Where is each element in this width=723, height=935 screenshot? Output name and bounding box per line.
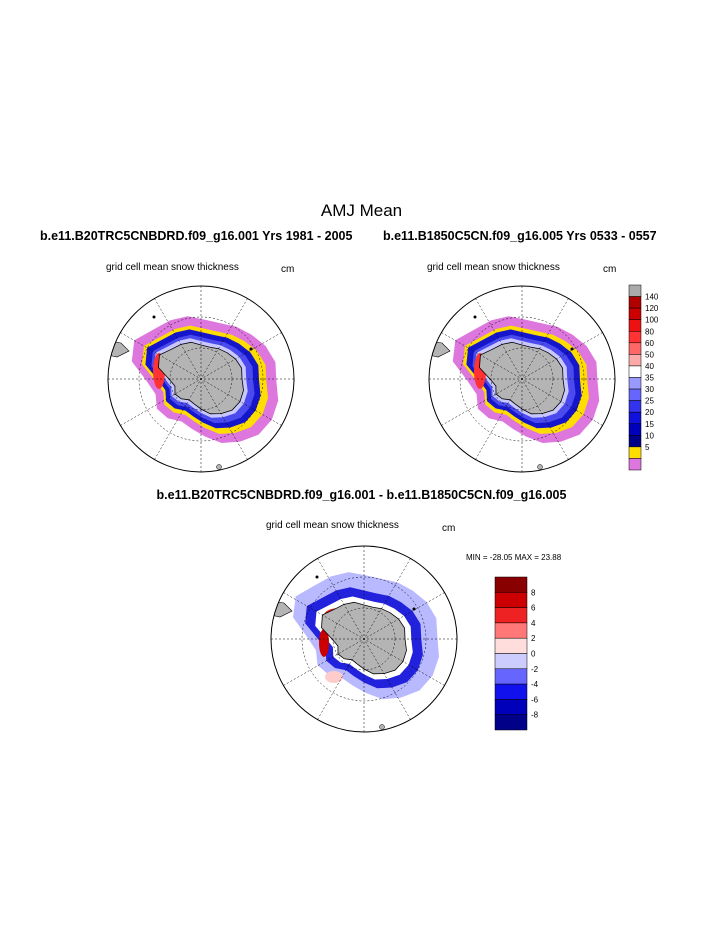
colorbar-main-box	[628, 331, 642, 344]
colorbar-diff-box	[494, 576, 528, 593]
colorbar-diff-label: 2	[531, 634, 536, 643]
colorbar-main-box	[628, 388, 642, 401]
map-meridian	[441, 332, 603, 426]
colorbar-diff-label: 8	[531, 588, 536, 597]
colorbar-diff-box	[494, 592, 528, 608]
map-border	[428, 285, 616, 473]
colorbar-main-box	[628, 307, 642, 320]
map-parallel	[138, 316, 264, 442]
colorbar-main-label: 60	[645, 339, 654, 348]
map-parallel	[459, 316, 585, 442]
colorbar-diff-box	[494, 637, 528, 654]
colorbar-main-box	[628, 319, 642, 332]
difference-units: cm	[442, 523, 456, 534]
colorbar-main-label: 100	[645, 316, 659, 325]
colorbar-diff-label: -8	[531, 711, 539, 720]
map-panel-right	[428, 285, 616, 473]
map-parallel	[169, 347, 233, 411]
map-parallel	[301, 576, 427, 702]
colorbar-main-box	[628, 296, 642, 309]
map-meridian	[120, 332, 282, 426]
colorbar-main-label: 20	[645, 408, 654, 417]
island-marker	[152, 315, 156, 319]
map-panel-difference	[270, 545, 458, 733]
colorbar-main-label: 10	[645, 431, 654, 440]
map-meridian	[283, 592, 445, 686]
colorbar-main-label: 25	[645, 397, 654, 406]
island-marker	[216, 464, 222, 470]
colorbar-main-label: 15	[645, 420, 654, 429]
colorbar-diff-box	[494, 699, 528, 715]
map-panel-left	[107, 285, 295, 473]
colorbar-diff-label: 4	[531, 619, 536, 628]
colorbar-diff-label: 6	[531, 604, 536, 613]
colorbar-main-box	[628, 377, 642, 390]
colorbar-main-label: 50	[645, 350, 654, 359]
colorbar-main-box	[628, 400, 642, 413]
colorbar-difference: 8 6 4 2 0 -2 -4 -6 -8	[494, 576, 539, 731]
colorbar-main-box	[628, 411, 642, 424]
colorbar-diff-box	[494, 622, 528, 639]
map-border	[270, 545, 458, 733]
difference-variable: grid cell mean snow thickness	[266, 520, 399, 531]
colorbar-main-label: 5	[645, 443, 650, 452]
colorbar-main-label: 140	[645, 293, 659, 302]
colorbar-main-box	[628, 446, 642, 459]
map-parallel	[490, 347, 554, 411]
colorbar-diff-box	[494, 668, 528, 685]
island-marker	[249, 347, 253, 351]
panel-right-variable: grid cell mean snow thickness	[427, 262, 560, 273]
island-marker	[537, 464, 543, 470]
colorbar-main-label: 80	[645, 327, 654, 336]
map-parallel	[332, 607, 396, 671]
colorbar-main-label: 35	[645, 374, 654, 383]
colorbar-main: 140 120 100 80 60 50 40 35 30 25 20 15 10 5	[628, 284, 659, 471]
colorbar-main-label: 30	[645, 385, 654, 394]
island-marker	[473, 315, 477, 319]
diff-pink-patch	[325, 671, 343, 683]
colorbar-diff-label: -4	[531, 680, 539, 689]
figure-title: AMJ Mean	[320, 201, 403, 220]
colorbar-diff-label: -6	[531, 695, 539, 704]
colorbar-diff-box	[494, 683, 528, 700]
colorbar-main-box	[628, 435, 642, 448]
colorbar-diff-box	[494, 607, 528, 624]
colorbar-main-box	[628, 458, 642, 471]
colorbar-main-label: 120	[645, 304, 659, 313]
colorbar-diff-label: -2	[531, 665, 539, 674]
island-marker	[379, 724, 385, 730]
panel-right-units: cm	[603, 264, 617, 275]
colorbar-diff-box	[494, 714, 528, 731]
colorbar-main-box	[628, 284, 642, 297]
map-border	[107, 285, 295, 473]
panel-left-units: cm	[281, 264, 295, 275]
colorbar-main-box	[628, 342, 642, 355]
colorbar-main-label: 40	[645, 362, 654, 371]
diff-red-patch-peninsula	[319, 629, 329, 657]
colorbar-main-box	[628, 354, 642, 367]
panel-left-case-title: b.e11.B20TRC5CNBDRD.f09_g16.001 Yrs 1981…	[40, 229, 353, 243]
island-marker	[412, 607, 416, 611]
panel-right-case-title: b.e11.B1850C5CN.f09_g16.005 Yrs 0533 - 0…	[383, 229, 657, 243]
colorbar-diff-label: 0	[531, 650, 536, 659]
colorbar-main-box	[628, 423, 642, 436]
panel-left-variable: grid cell mean snow thickness	[106, 262, 239, 273]
difference-title: b.e11.B20TRC5CNBDRD.f09_g16.001 - b.e11.…	[156, 488, 567, 502]
difference-minmax: MIN = -28.05 MAX = 23.88	[466, 553, 562, 562]
island-marker	[570, 347, 574, 351]
colorbar-diff-box	[494, 653, 528, 670]
colorbar-main-box	[628, 365, 642, 378]
island-marker	[315, 575, 319, 579]
